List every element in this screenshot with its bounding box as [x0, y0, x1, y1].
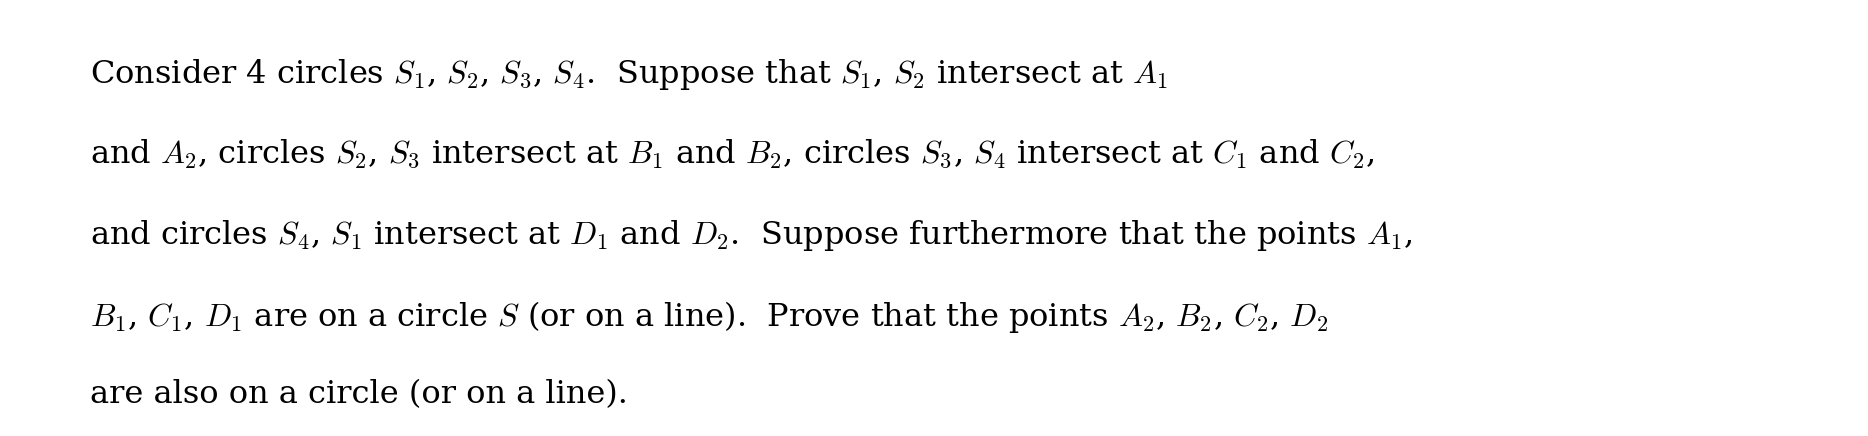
Text: and circles $S_4$, $S_1$ intersect at $D_1$ and $D_2$.  Suppose furthermore that: and circles $S_4$, $S_1$ intersect at $D…	[90, 218, 1412, 253]
Text: Consider 4 circles $S_1$, $S_2$, $S_3$, $S_4$.  Suppose that $S_1$, $S_2$ inters: Consider 4 circles $S_1$, $S_2$, $S_3$, …	[90, 57, 1168, 92]
Text: $B_1$, $C_1$, $D_1$ are on a circle $S$ (or on a line).  Prove that the points $: $B_1$, $C_1$, $D_1$ are on a circle $S$ …	[90, 299, 1328, 335]
Text: and $A_2$, circles $S_2$, $S_3$ intersect at $B_1$ and $B_2$, circles $S_3$, $S_: and $A_2$, circles $S_2$, $S_3$ intersec…	[90, 137, 1375, 170]
Text: are also on a circle (or on a line).: are also on a circle (or on a line).	[90, 379, 628, 410]
